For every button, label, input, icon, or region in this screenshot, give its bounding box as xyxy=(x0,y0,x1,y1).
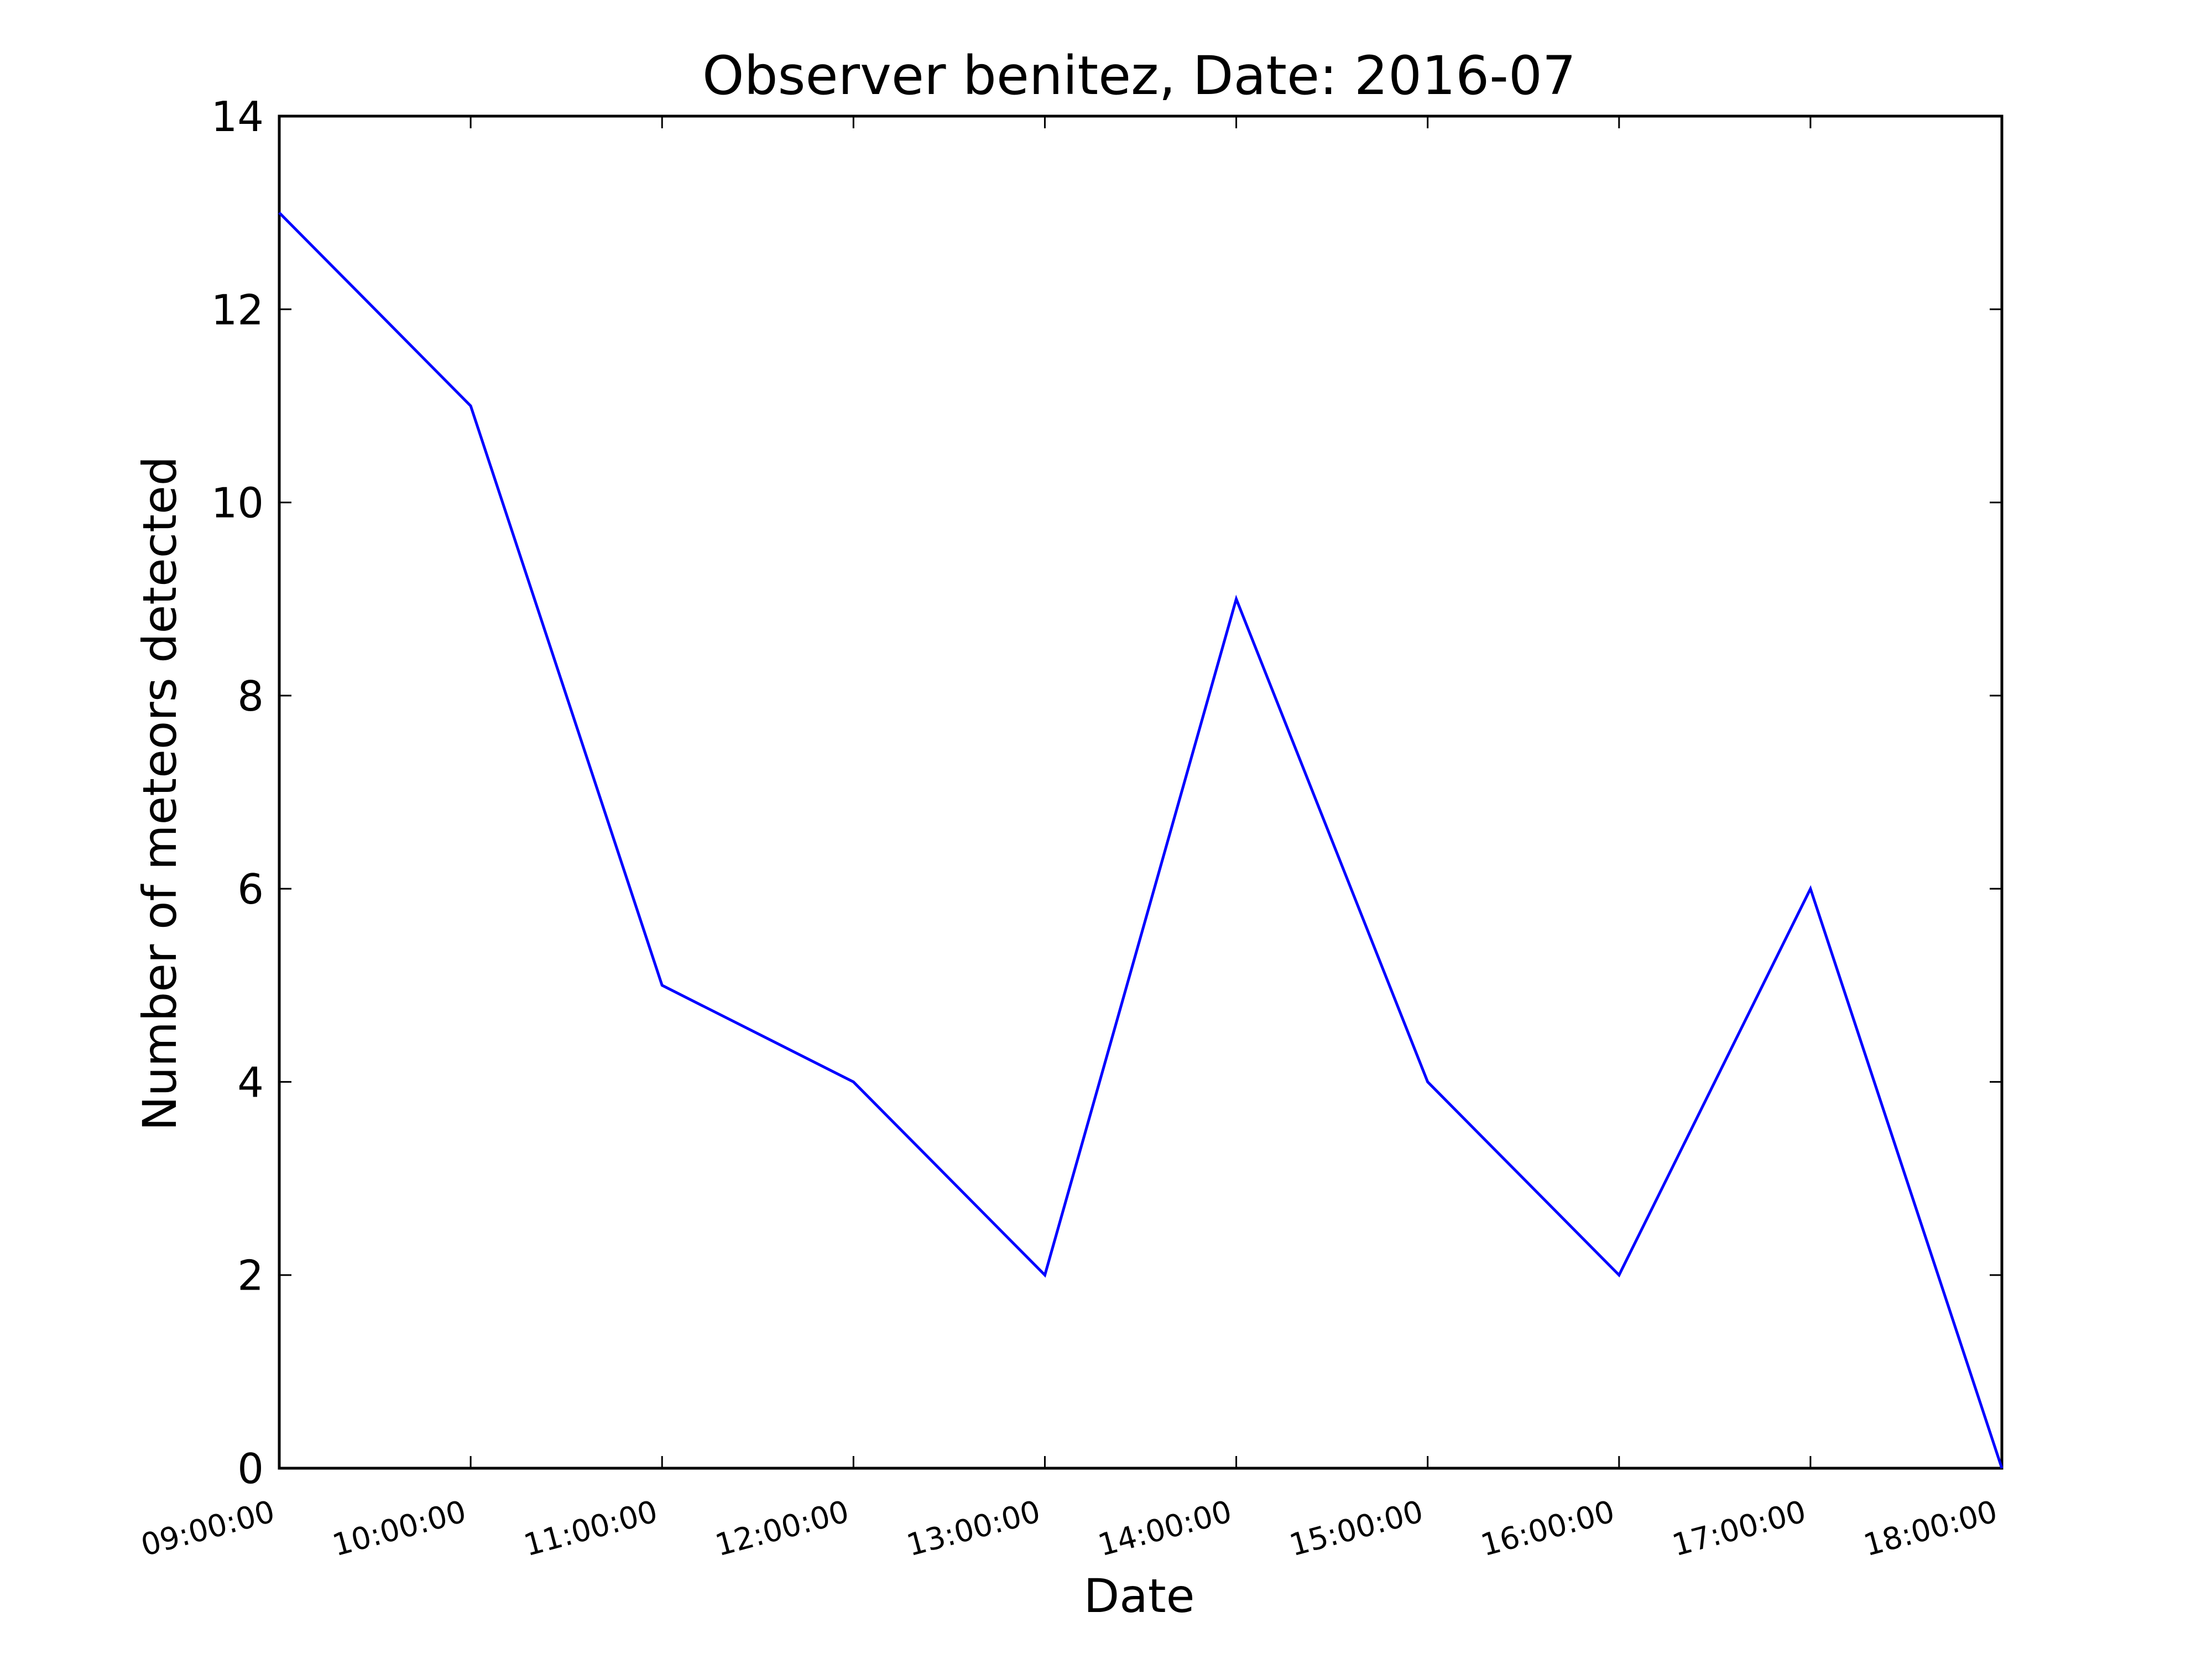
y-tick-label: 14 xyxy=(211,92,264,141)
x-tick-label: 16:00:00 xyxy=(1477,1494,1618,1563)
y-tick-label: 2 xyxy=(237,1251,264,1300)
chart-title: Observer benitez, Date: 2016-07 xyxy=(702,45,1576,107)
y-tick-labels: 0 2 4 6 8 10 12 14 xyxy=(211,92,264,1493)
y-tick-label: 0 xyxy=(237,1444,264,1493)
y-tick-label: 6 xyxy=(237,865,264,914)
x-tick-label: 10:00:00 xyxy=(328,1494,469,1563)
x-tick-label: 11:00:00 xyxy=(520,1494,661,1563)
x-tick-labels: 09:00:00 10:00:00 11:00:00 12:00:00 13:00:00… xyxy=(137,1494,2001,1563)
y-tick-label: 10 xyxy=(211,479,264,528)
tick-marks xyxy=(278,115,2003,1469)
x-tick-label: 12:00:00 xyxy=(712,1494,853,1563)
y-tick-label: 8 xyxy=(237,672,264,721)
x-tick-label: 13:00:00 xyxy=(903,1494,1044,1563)
y-tick-label: 12 xyxy=(211,285,264,334)
plot-frame xyxy=(278,114,2004,1470)
y-axis-label: Number of meteors detected xyxy=(133,456,187,1131)
series-line xyxy=(278,211,2004,1469)
x-tick-label: 09:00:00 xyxy=(137,1494,278,1563)
y-tick-label: 4 xyxy=(237,1058,264,1107)
x-axis-label: Date xyxy=(1084,1569,1195,1623)
x-tick-label: 17:00:00 xyxy=(1668,1494,1809,1563)
series-group xyxy=(278,211,2004,1469)
x-tick-label: 18:00:00 xyxy=(1860,1494,2001,1563)
plot-area: 0 2 4 6 8 10 12 14 09:00:00 10:00:00 11:00:00 12:0… xyxy=(137,92,2004,1563)
x-tick-label: 15:00:00 xyxy=(1286,1494,1427,1563)
x-tick-label: 14:00:00 xyxy=(1094,1494,1235,1563)
